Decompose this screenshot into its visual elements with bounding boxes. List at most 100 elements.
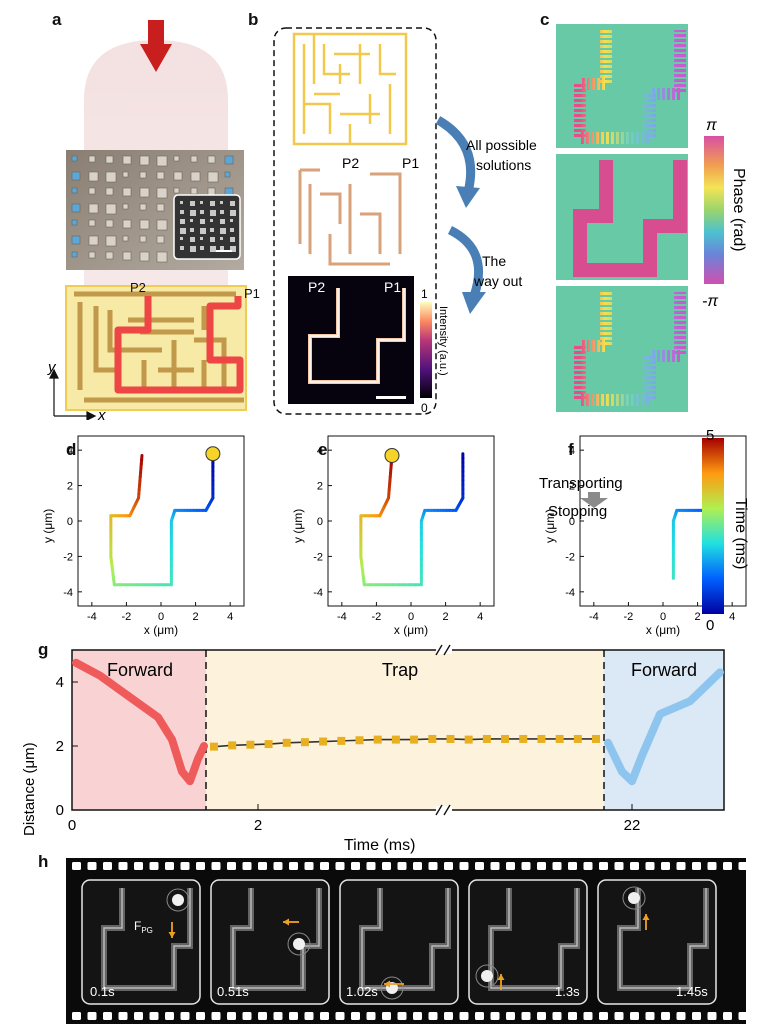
- trap-marker: [428, 734, 437, 743]
- sprocket-hole: [258, 1012, 267, 1020]
- inset-pillar: [190, 219, 193, 222]
- pillar: [122, 235, 129, 242]
- xtick-label: 4: [227, 611, 233, 623]
- inset-pillar: [210, 210, 216, 216]
- ytick-label: -4: [63, 587, 73, 599]
- inset-pillar: [230, 219, 233, 222]
- scale-bar: [376, 396, 406, 399]
- sprocket-hole: [118, 1012, 128, 1020]
- inset-scale-bar: [216, 250, 232, 252]
- pillar: [139, 219, 150, 230]
- xtick-label: 2: [193, 611, 199, 623]
- trap-marker: [264, 740, 273, 749]
- stopping-label: Stopping: [548, 503, 607, 520]
- xtick-label: 4: [477, 611, 483, 623]
- region-forward-2: [604, 650, 724, 810]
- forward-1-curve: [72, 658, 208, 786]
- sprocket-hole: [87, 862, 97, 870]
- xtick-label: 0: [158, 611, 164, 623]
- pillar: [88, 203, 99, 214]
- region-label: Trap: [382, 660, 418, 680]
- pillar: [71, 187, 78, 194]
- trap-marker: [592, 734, 600, 743]
- phase-colorbar: [704, 136, 724, 284]
- ytick-label: 4: [317, 445, 323, 457]
- trap-marker: [446, 734, 455, 743]
- sprocket-hole: [521, 1012, 531, 1020]
- chart-frame: [71, 649, 725, 811]
- sprocket-hole: [707, 1012, 717, 1020]
- panel-a-axis-x: x: [97, 407, 106, 420]
- g-xlabel: Time (ms): [344, 837, 415, 854]
- sprocket-hole: [645, 862, 655, 870]
- sprocket-hole: [475, 1012, 484, 1020]
- sprocket-hole: [87, 1012, 97, 1020]
- xtick-label: 0: [660, 611, 666, 623]
- pillar: [139, 251, 150, 262]
- pillar: [190, 155, 198, 163]
- sprocket-hole: [134, 1012, 143, 1020]
- pillar: [88, 171, 99, 182]
- pillar: [156, 171, 165, 180]
- sprocket-hole: [599, 1012, 608, 1020]
- inset-pillar: [180, 219, 185, 224]
- sprocket-hole: [165, 862, 174, 870]
- trap-marker: [501, 734, 510, 743]
- frame-time: 1.45s: [676, 984, 708, 999]
- sprocket-hole: [382, 1012, 391, 1020]
- sprocket-hole: [568, 1012, 577, 1020]
- ytick-label: 4: [67, 445, 73, 457]
- g-ytick: 2: [56, 738, 64, 755]
- axis-break-icon: [435, 644, 443, 656]
- pillar: [173, 171, 183, 181]
- region-trap: [206, 650, 604, 810]
- pillar: [156, 203, 165, 212]
- sprocket-hole: [366, 862, 376, 870]
- frame-time: 0.51s: [217, 984, 249, 999]
- sprocket-hole: [397, 1012, 407, 1020]
- trap-marker: [555, 734, 564, 743]
- inset-pillar: [180, 210, 184, 214]
- panel-label-d: d: [66, 440, 77, 459]
- panel-a-figure: P2 P1 y x: [47, 20, 260, 420]
- pillar: [71, 219, 78, 226]
- panel-b-p1-bottom: P1: [384, 279, 401, 295]
- sprocket-hole: [211, 1012, 221, 1020]
- phase-cbar-min: -π: [702, 293, 718, 310]
- sprocket-hole: [382, 862, 391, 870]
- pillar: [190, 187, 198, 195]
- film-frame: 1.02s: [339, 879, 459, 1005]
- ytick-label: -2: [313, 551, 323, 563]
- pillar: [156, 187, 168, 199]
- y-axis-label: y (μm): [291, 509, 305, 543]
- pillar: [122, 187, 132, 197]
- xtick-label: -4: [337, 611, 347, 623]
- film-frame: 1.45s: [597, 879, 717, 1005]
- panel-a-axis-y: y: [47, 359, 57, 376]
- arrow-wayout-icon: [447, 225, 484, 298]
- panel-c-figure: π -π Phase (rad): [556, 24, 747, 412]
- panel-label-h: h: [38, 852, 49, 871]
- sprocket-hole: [320, 862, 329, 870]
- sprocket-hole: [351, 1012, 360, 1020]
- pillar: [207, 171, 219, 183]
- sprocket-hole: [630, 862, 639, 870]
- trap-marker: [355, 736, 364, 745]
- sprocket-hole: [490, 862, 500, 870]
- pillar: [88, 219, 96, 227]
- ytick-label: 2: [317, 481, 323, 493]
- panel-b-figure: P2 P1 P2 P1 1 0 Intensity (a.u.) All pos…: [273, 27, 537, 415]
- sprocket-hole: [459, 862, 469, 870]
- trap-marker: [228, 741, 237, 750]
- ytick-label: 0: [569, 516, 575, 528]
- pillar: [122, 219, 132, 229]
- sprocket-hole: [568, 862, 577, 870]
- sprocket-hole: [72, 1012, 81, 1020]
- trap-marker: [482, 734, 491, 743]
- inset-pillar: [190, 201, 195, 206]
- panel-b-p2-bottom: P2: [308, 279, 325, 295]
- sprocket-hole: [738, 862, 746, 870]
- g-ytick: 4: [56, 674, 64, 691]
- pillar: [71, 155, 78, 162]
